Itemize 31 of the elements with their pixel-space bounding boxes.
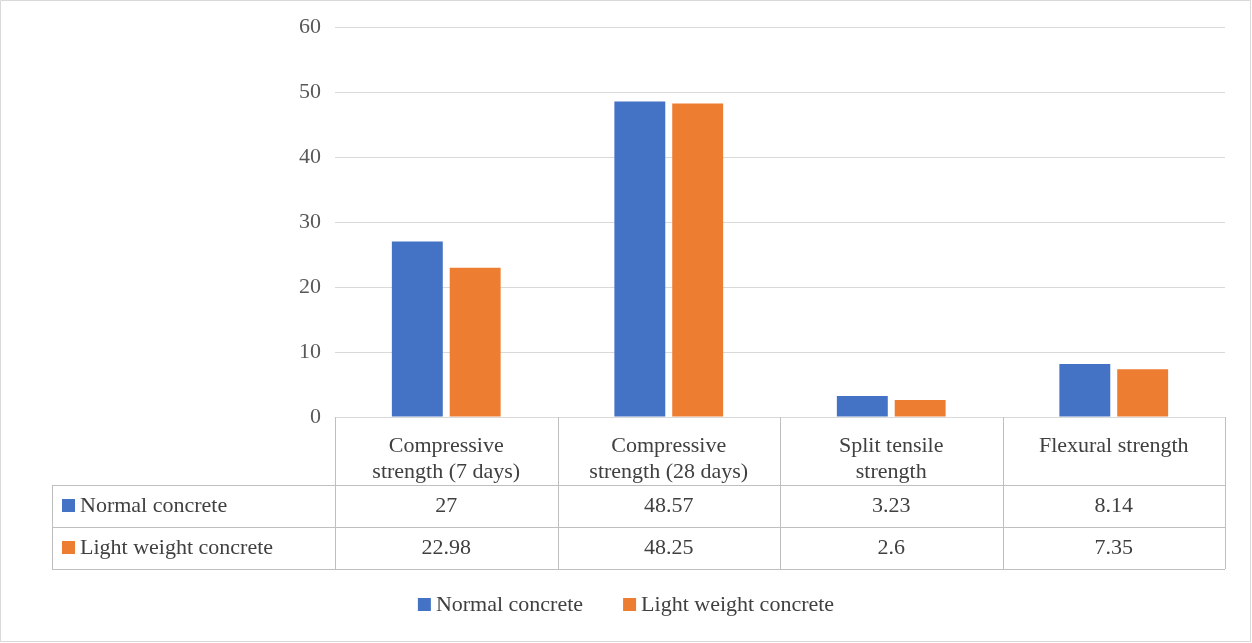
- bar: [614, 101, 666, 417]
- data-label: 48.25: [644, 533, 694, 559]
- bar: [894, 400, 946, 417]
- data-label: 8.14: [1094, 491, 1133, 517]
- text: Normal concrete: [80, 491, 228, 517]
- bar: [672, 103, 724, 417]
- y-tick-label: 30: [299, 207, 321, 233]
- data-label: 2.6: [877, 533, 905, 559]
- bar: [391, 241, 443, 417]
- x-tick-label: Split tensile strength: [839, 431, 944, 484]
- y-tick-label: 40: [299, 142, 321, 168]
- bar: [836, 396, 888, 417]
- data-label: 22.98: [421, 533, 471, 559]
- text: Light weight concrete: [80, 533, 274, 559]
- legend-label: Light weight concrete: [641, 590, 835, 616]
- data-label: 27: [435, 491, 458, 517]
- x-tick-label: Compressive strength (7 days): [372, 431, 521, 484]
- y-tick-label: 0: [310, 402, 321, 428]
- y-tick-label: 60: [299, 12, 321, 38]
- x-tick-label: Compressive strength (28 days): [589, 431, 749, 484]
- bar: [1117, 369, 1169, 417]
- bar: [1059, 364, 1111, 417]
- y-tick-label: 20: [299, 272, 321, 298]
- y-tick-label: 10: [299, 337, 321, 363]
- legend-label: Normal concrete: [435, 590, 584, 616]
- x-tick-label: Flexural strength: [1038, 431, 1189, 457]
- y-tick-label: 50: [299, 77, 321, 103]
- data-label: 3.23: [872, 491, 911, 517]
- bar: [449, 267, 501, 417]
- data-label: 7.35: [1094, 533, 1133, 559]
- data-label: 48.57: [644, 491, 694, 517]
